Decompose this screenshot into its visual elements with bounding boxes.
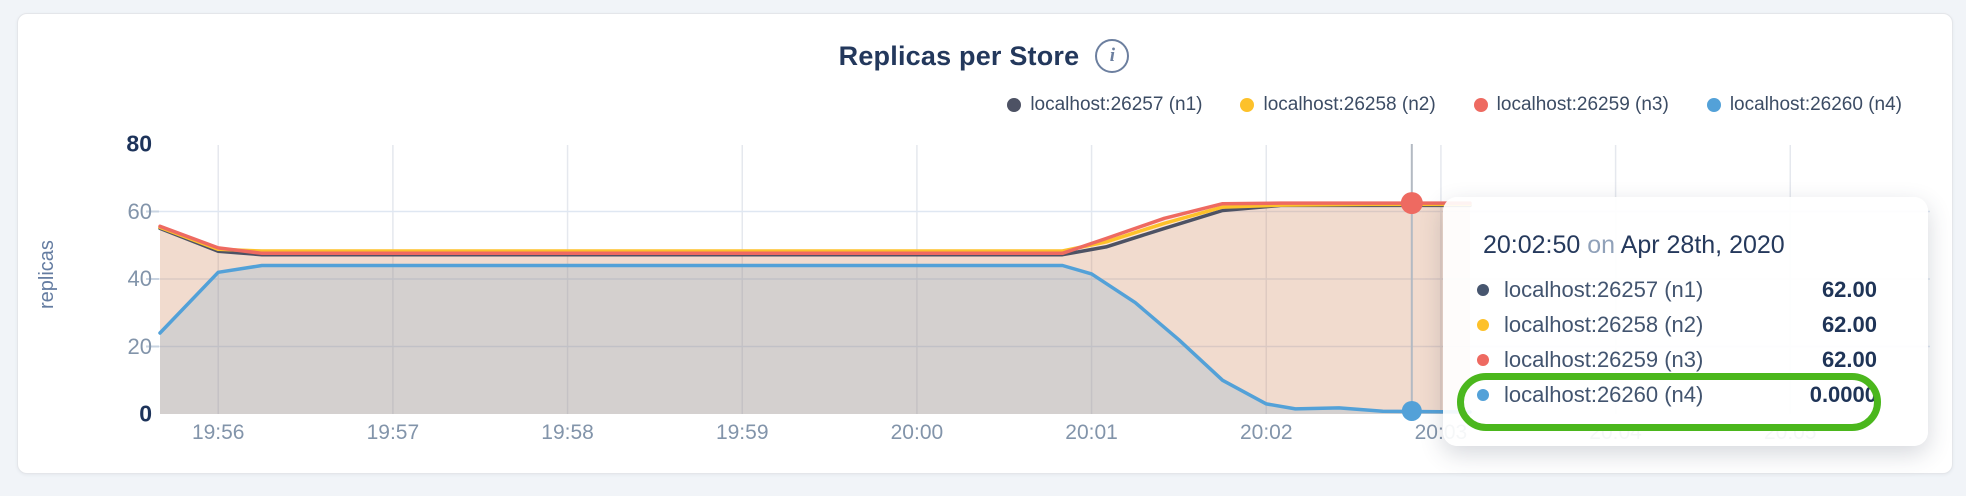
series-area (160, 265, 1470, 414)
legend-dot-icon (1007, 98, 1022, 112)
tooltip-series-dot-icon (1477, 318, 1489, 331)
info-icon[interactable]: i (1095, 39, 1130, 73)
legend-label: localhost:26260 (n4) (1729, 94, 1902, 115)
tooltip-series-dot-icon (1477, 388, 1489, 401)
legend-label: localhost:26257 (n1) (1030, 94, 1203, 115)
legend-item[interactable]: localhost:26257 (n1) (1007, 94, 1202, 116)
legend-dot-icon (1473, 98, 1488, 112)
tooltip-connector: on (1587, 231, 1616, 259)
hover-dot (1401, 400, 1422, 421)
tooltip-series-name: localhost:26257 (n1) (1504, 276, 1704, 302)
tooltip-series-name: localhost:26260 (n4) (1504, 381, 1704, 407)
tooltip-series-name: localhost:26259 (n3) (1504, 346, 1704, 372)
hover-tooltip: 20:02:50 on Apr 28th, 2020 localhost:262… (1443, 197, 1928, 446)
tooltip-header: 20:02:50 on Apr 28th, 2020 (1483, 231, 1928, 260)
tooltip-series-value: 0.0000 (1809, 381, 1877, 407)
series-line (158, 201, 1472, 256)
tooltip-row: localhost:26260 (n4) 0.0000 (1477, 377, 1877, 412)
legend-dot-icon (1240, 98, 1255, 112)
tooltip-series-dot-icon (1477, 353, 1489, 366)
series-area (160, 205, 1470, 414)
series-line (158, 263, 1472, 414)
tooltip-row: localhost:26257 (n1) 62.00 (1477, 272, 1877, 307)
legend-label: localhost:26259 (n3) (1496, 94, 1669, 115)
legend-item[interactable]: localhost:26259 (n3) (1473, 94, 1669, 116)
series-area (160, 204, 1470, 414)
tooltip-row: localhost:26258 (n2) 62.00 (1477, 307, 1877, 342)
legend-item[interactable]: localhost:26260 (n4) (1706, 94, 1902, 116)
tooltip-series-dot-icon (1477, 283, 1489, 296)
tooltip-rows: localhost:26257 (n1) 62.00 localhost:26258… (1477, 272, 1877, 412)
legend-item[interactable]: localhost:26258 (n2) (1240, 94, 1436, 116)
chart-header: Replicas per Store i (17, 36, 1951, 76)
tooltip-series-value: 62.00 (1821, 276, 1877, 302)
legend: localhost:26257 (n1) localhost:26258 (n2)… (1007, 94, 1902, 116)
hover-dot (1400, 192, 1423, 215)
tooltip-date: Apr 28th, 2020 (1620, 231, 1785, 259)
tooltip-time: 20:02:50 (1483, 231, 1581, 259)
tooltip-series-name: localhost:26258 (n2) (1504, 311, 1704, 337)
tooltip-row: localhost:26259 (n3) 62.00 (1477, 342, 1877, 377)
legend-dot-icon (1706, 98, 1721, 112)
legend-label: localhost:26258 (n2) (1263, 94, 1436, 115)
tooltip-series-value: 62.00 (1821, 311, 1877, 337)
tooltip-series-value: 62.00 (1821, 346, 1877, 372)
chart-title: Replicas per Store (838, 40, 1080, 71)
